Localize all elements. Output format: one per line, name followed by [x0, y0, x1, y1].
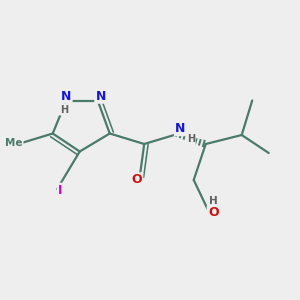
- Text: H: H: [209, 196, 218, 206]
- Text: O: O: [208, 206, 218, 220]
- Text: O: O: [131, 173, 142, 187]
- Text: I: I: [58, 184, 62, 197]
- Text: H: H: [187, 134, 195, 144]
- Text: N: N: [95, 89, 106, 103]
- Text: N: N: [175, 122, 185, 135]
- Text: H: H: [60, 104, 68, 115]
- Text: Me: Me: [5, 137, 22, 148]
- Text: N: N: [61, 89, 71, 103]
